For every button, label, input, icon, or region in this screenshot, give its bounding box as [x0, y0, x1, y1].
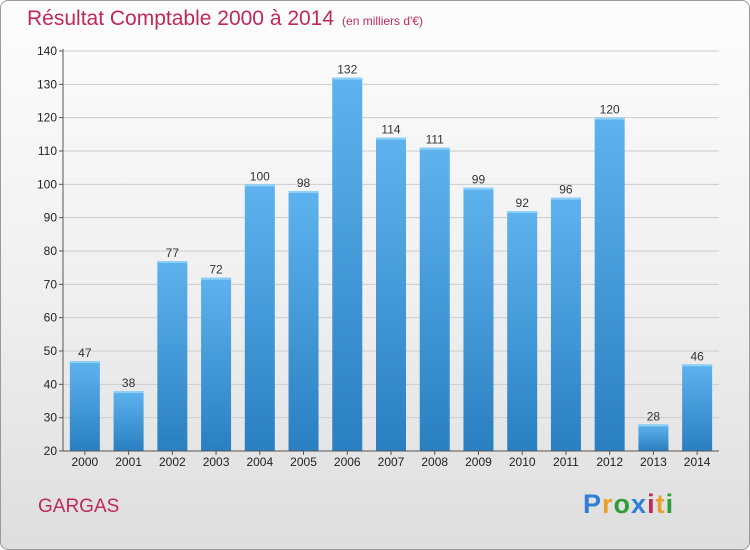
bar-top-highlight	[157, 261, 188, 263]
data-label-2001: 38	[122, 376, 136, 390]
y-tick-label: 50	[44, 344, 58, 358]
y-tick-label: 70	[44, 277, 58, 291]
axes: 20 30 40 50 60 70 80 90 100 110 120 130 140 2000 2001 2…	[37, 44, 719, 469]
bar-top-highlight	[507, 211, 538, 213]
y-tick-label: 140	[37, 44, 57, 58]
data-label-2007: 114	[381, 123, 400, 137]
chart-unit-note: (en milliers d'€)	[342, 14, 424, 28]
bar-2003	[201, 277, 232, 451]
bar-2011	[550, 197, 581, 451]
chart-title: Résultat Comptable 2000 à 2014	[27, 7, 335, 30]
bar-2013	[638, 424, 669, 451]
bar-top-highlight	[638, 424, 669, 427]
bar-top-highlight	[376, 137, 406, 140]
y-tick-label: 110	[38, 144, 57, 158]
bar-2012	[594, 117, 625, 452]
y-tick-label: 60	[44, 311, 58, 325]
logo-letter: P	[583, 489, 603, 519]
bar-top-highlight	[288, 191, 319, 193]
bar-top-highlight	[594, 117, 625, 120]
y-tick-label: 120	[37, 111, 57, 125]
bar-top-highlight	[419, 147, 450, 150]
data-label-2011: 96	[559, 183, 573, 197]
logo-letter: i	[647, 489, 656, 519]
x-tick-label-2007: 2007	[378, 455, 405, 469]
bar-top-highlight	[69, 361, 100, 363]
logo-letter: t	[655, 489, 666, 519]
x-tick-label-2010: 2010	[509, 455, 536, 469]
bar-2000	[69, 361, 100, 451]
x-tick-label-2006: 2006	[334, 455, 361, 469]
bar-2010	[507, 211, 538, 451]
logo-letter: x	[631, 489, 648, 519]
chart-title-block: Résultat Comptable 2000 à 2014 (en millie…	[27, 7, 423, 31]
x-tick-label-2014: 2014	[684, 455, 711, 469]
bar-top-highlight	[201, 277, 232, 280]
bars: 47 38 77 72 100 98 132 114 111 99 92 96 120 28 46	[69, 63, 713, 452]
x-tick-label-2003: 2003	[203, 455, 230, 469]
y-tick-label: 30	[44, 411, 58, 425]
data-label-2000: 47	[78, 346, 92, 360]
city-name: GARGAS	[38, 496, 120, 517]
bar-top-highlight	[332, 77, 363, 80]
bar-2006	[332, 77, 363, 452]
bar-2005	[288, 191, 319, 451]
x-tick-label-2012: 2012	[596, 455, 623, 469]
y-tick-label: 20	[44, 444, 58, 458]
data-label-2003: 72	[209, 263, 223, 277]
bar-2009	[463, 187, 494, 451]
data-label-2014: 46	[690, 349, 704, 363]
data-label-2004: 100	[250, 169, 270, 183]
bar-top-highlight	[244, 184, 275, 187]
x-tick-label-2005: 2005	[290, 455, 317, 469]
bar-2001	[113, 391, 144, 451]
bar-top-highlight	[463, 187, 494, 190]
logo-letter: r	[602, 489, 614, 519]
data-label-2010: 92	[516, 196, 530, 210]
y-tick-label: 100	[37, 177, 57, 191]
x-tick-label-2002: 2002	[159, 455, 186, 469]
logo-letter: o	[613, 489, 632, 519]
logo-letter: i	[665, 489, 675, 519]
data-label-2013: 28	[647, 409, 661, 423]
bar-2014	[682, 364, 713, 451]
data-label-2006: 132	[337, 63, 357, 77]
y-tick-label: 80	[44, 244, 58, 258]
y-tick-label: 40	[44, 377, 58, 391]
bar-top-highlight	[113, 391, 144, 393]
data-label-2002: 77	[166, 246, 180, 260]
data-label-2009: 99	[472, 173, 486, 187]
y-tick-label: 130	[37, 77, 57, 91]
data-label-2012: 120	[600, 103, 620, 117]
y-tick-label: 90	[44, 211, 58, 225]
bar-2004	[244, 184, 275, 452]
bar-top-highlight	[550, 197, 581, 200]
bar-top-highlight	[682, 364, 713, 367]
x-tick-label-2004: 2004	[246, 455, 273, 469]
bar-2007	[376, 137, 406, 451]
bar-2002	[157, 261, 188, 451]
x-tick-label-2013: 2013	[640, 455, 667, 469]
x-tick-label-2009: 2009	[465, 455, 492, 469]
x-tick-label-2011: 2011	[553, 455, 579, 469]
x-tick-label-2008: 2008	[421, 455, 448, 469]
x-tick-label-2000: 2000	[72, 455, 99, 469]
proxiti-logo: Proxiti	[583, 489, 674, 520]
data-label-2005: 98	[297, 176, 311, 190]
bar-2008	[419, 147, 450, 451]
x-tick-label-2001: 2001	[115, 455, 142, 469]
data-label-2008: 111	[426, 133, 445, 147]
